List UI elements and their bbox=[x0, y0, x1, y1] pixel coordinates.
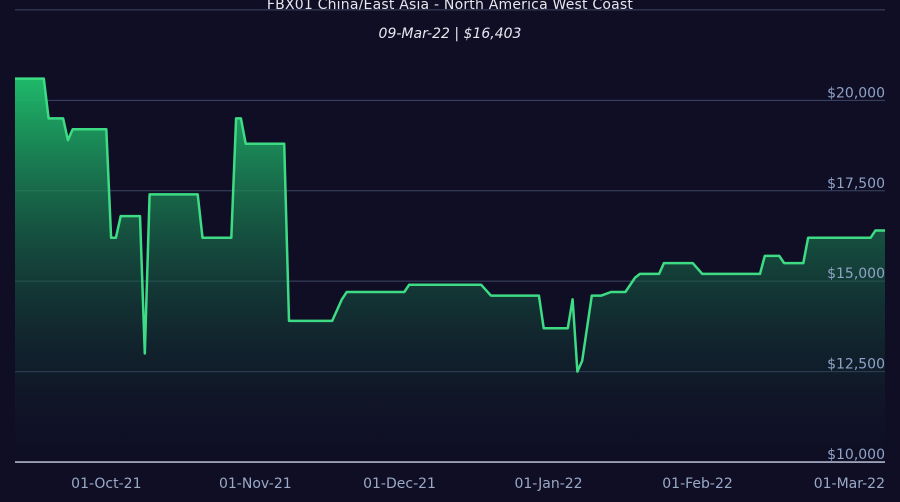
x-tick-label: 01-Nov-21 bbox=[219, 476, 292, 492]
y-tick-label: $10,000 bbox=[827, 447, 885, 463]
x-axis: 01-Oct-21 01-Nov-21 01-Dec-21 01-Jan-22 01-F… bbox=[71, 476, 885, 492]
series-area bbox=[15, 78, 885, 462]
x-tick-label: 01-Dec-21 bbox=[363, 476, 436, 492]
series-line bbox=[15, 77, 885, 373]
y-tick-label: $15,000 bbox=[827, 266, 885, 282]
x-tick-label: 01-Jan-22 bbox=[514, 476, 582, 492]
chart-subtitle: 09-Mar-22 | $16,403 bbox=[378, 26, 522, 42]
y-tick-label: $20,000 bbox=[827, 85, 885, 101]
area-layer bbox=[15, 77, 885, 462]
x-tick-label: 01-Mar-22 bbox=[814, 476, 885, 492]
y-tick-label: $17,500 bbox=[827, 176, 885, 192]
y-axis: $10,000 $12,500 $15,000 $17,500 $20,000 bbox=[827, 85, 885, 463]
x-tick-label: 01-Oct-21 bbox=[71, 476, 141, 492]
y-tick-label: $12,500 bbox=[827, 357, 885, 373]
x-tick-label: 01-Feb-22 bbox=[662, 476, 733, 492]
